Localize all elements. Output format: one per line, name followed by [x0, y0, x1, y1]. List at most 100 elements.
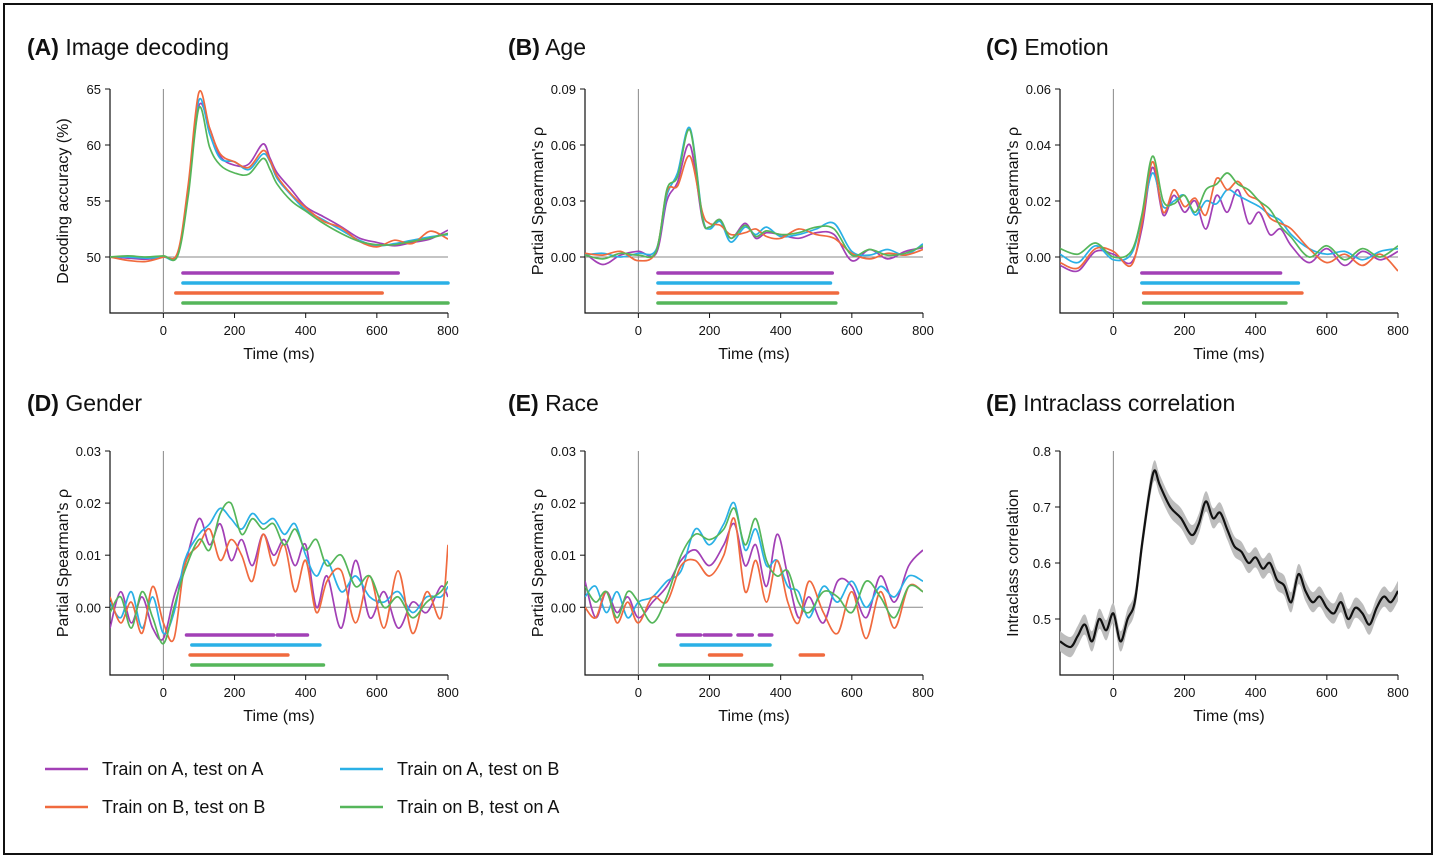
axes-frame [1059, 89, 1398, 314]
y-tick-label: 55 [87, 194, 101, 209]
axes-frame [584, 451, 923, 676]
legend-label: Train on B, test on A [397, 797, 559, 817]
panel-title-text: Gender [65, 390, 142, 416]
axes-frame [109, 89, 448, 314]
series-line-train-b-test-a [1060, 155, 1398, 261]
x-tick-label: 600 [841, 685, 863, 700]
x-tick-label: 800 [437, 685, 459, 700]
panel-4: (D) Gender 0 200 400 600 800 0.00 0.01 0.02 0.03 T… [27, 390, 459, 725]
y-tick-label: 60 [87, 138, 101, 153]
series-line-train-a-test-a [585, 143, 923, 266]
y-axis-label: Partial Spearman's ρ [55, 489, 72, 637]
y-tick-label: 0.01 [76, 548, 101, 563]
panel-letter: (B) [508, 34, 540, 60]
y-tick-label: 0.02 [551, 496, 576, 511]
x-tick-label: 400 [770, 685, 792, 700]
series-line-train-a-test-b [585, 126, 923, 258]
x-tick-label: 200 [224, 323, 246, 338]
x-axis-label: Time (ms) [1193, 346, 1264, 363]
y-axis-label: Partial Spearman's ρ [530, 489, 547, 637]
panel-title: (B) Age [508, 34, 586, 60]
panel-title-text: Age [545, 34, 586, 60]
x-tick-label: 400 [1245, 685, 1267, 700]
y-tick-label: 65 [87, 82, 101, 97]
panel-title-text: Image decoding [65, 34, 229, 60]
y-tick-label: 0.03 [76, 444, 101, 459]
legend-item: Train on B, test on B [45, 797, 265, 817]
x-tick-label: 800 [437, 323, 459, 338]
series-line-train-b-test-b [110, 89, 448, 263]
y-tick-label: 0.7 [1033, 500, 1051, 515]
panel-title-text: Emotion [1024, 34, 1108, 60]
y-tick-label: 0.00 [551, 250, 576, 265]
x-tick-label: 200 [224, 685, 246, 700]
y-tick-label: 0.01 [551, 548, 576, 563]
y-tick-label: 0.04 [1026, 138, 1051, 153]
x-tick-label: 0 [1110, 323, 1117, 338]
x-tick-label: 600 [841, 323, 863, 338]
axes-frame [584, 89, 923, 314]
y-tick-label: 0.06 [551, 138, 576, 153]
series-line-train-a-test-b [1060, 172, 1398, 264]
y-tick-label: 50 [87, 250, 101, 265]
series-line-train-b-test-b [110, 527, 448, 643]
x-tick-label: 400 [295, 685, 317, 700]
x-tick-label: 0 [1110, 685, 1117, 700]
panel-letter: (C) [986, 34, 1018, 60]
panel-letter: (D) [27, 390, 59, 416]
legend-item: Train on A, test on A [45, 759, 263, 779]
series-line-train-a-test-a [110, 517, 448, 641]
series-line-train-b-test-a [110, 106, 448, 262]
panel-title: (A) Image decoding [27, 34, 229, 60]
y-tick-label: 0.03 [551, 444, 576, 459]
panel-title: (C) Emotion [986, 34, 1109, 60]
panel-title: (E) Race [508, 390, 599, 416]
y-tick-label: 0.00 [76, 600, 101, 615]
x-axis-label: Time (ms) [1193, 708, 1264, 725]
x-tick-label: 800 [912, 323, 934, 338]
series-line-train-b-test-a [110, 501, 448, 645]
y-axis-label: Decoding accuracy (%) [55, 118, 72, 283]
x-tick-label: 600 [366, 685, 388, 700]
legend-label: Train on A, test on B [397, 759, 559, 779]
y-axis-label: Partial Spearman's ρ [530, 127, 547, 275]
x-tick-label: 0 [160, 685, 167, 700]
series-line-train-b-test-b [585, 517, 923, 640]
y-tick-label: 0.00 [551, 600, 576, 615]
panel-title-text: Race [545, 390, 599, 416]
x-tick-label: 600 [1316, 685, 1338, 700]
legend-item: Train on B, test on A [340, 797, 559, 817]
x-axis-label: Time (ms) [243, 346, 314, 363]
series-line-icc [1060, 469, 1398, 649]
figure-canvas: (A) Image decoding 0 200 400 600 800 50 55 60 65 T… [27, 34, 1409, 817]
series-line-train-b-test-b [585, 155, 923, 262]
series-line-train-a-test-a [585, 522, 923, 624]
panel-title: (E) Intraclass correlation [986, 390, 1235, 416]
x-tick-label: 800 [912, 685, 934, 700]
x-tick-label: 800 [1387, 323, 1409, 338]
y-axis-label: Partial Spearman's ρ [1005, 127, 1022, 275]
x-axis-label: Time (ms) [243, 708, 314, 725]
y-tick-label: 0.02 [1026, 194, 1051, 209]
series-line-train-b-test-a [585, 507, 923, 624]
x-tick-label: 400 [295, 323, 317, 338]
panel-letter: (E) [986, 390, 1017, 416]
x-tick-label: 600 [366, 323, 388, 338]
series-line-train-a-test-b [110, 507, 448, 635]
series-line-train-b-test-a [585, 128, 923, 260]
panel-title-text: Intraclass correlation [1023, 390, 1235, 416]
legend-label: Train on A, test on A [102, 759, 263, 779]
y-tick-label: 0.09 [551, 82, 576, 97]
panel-title: (D) Gender [27, 390, 142, 416]
x-axis-label: Time (ms) [718, 708, 789, 725]
y-tick-label: 0.02 [76, 496, 101, 511]
x-tick-label: 400 [770, 323, 792, 338]
x-axis-label: Time (ms) [718, 346, 789, 363]
axes-frame [109, 451, 448, 676]
y-tick-label: 0.8 [1033, 444, 1051, 459]
y-tick-label: 0.06 [1026, 82, 1051, 97]
axes-frame [1059, 451, 1398, 676]
x-tick-label: 200 [1174, 323, 1196, 338]
x-tick-label: 200 [699, 323, 721, 338]
panel-1: (A) Image decoding 0 200 400 600 800 50 55 60 65 T… [27, 34, 459, 363]
